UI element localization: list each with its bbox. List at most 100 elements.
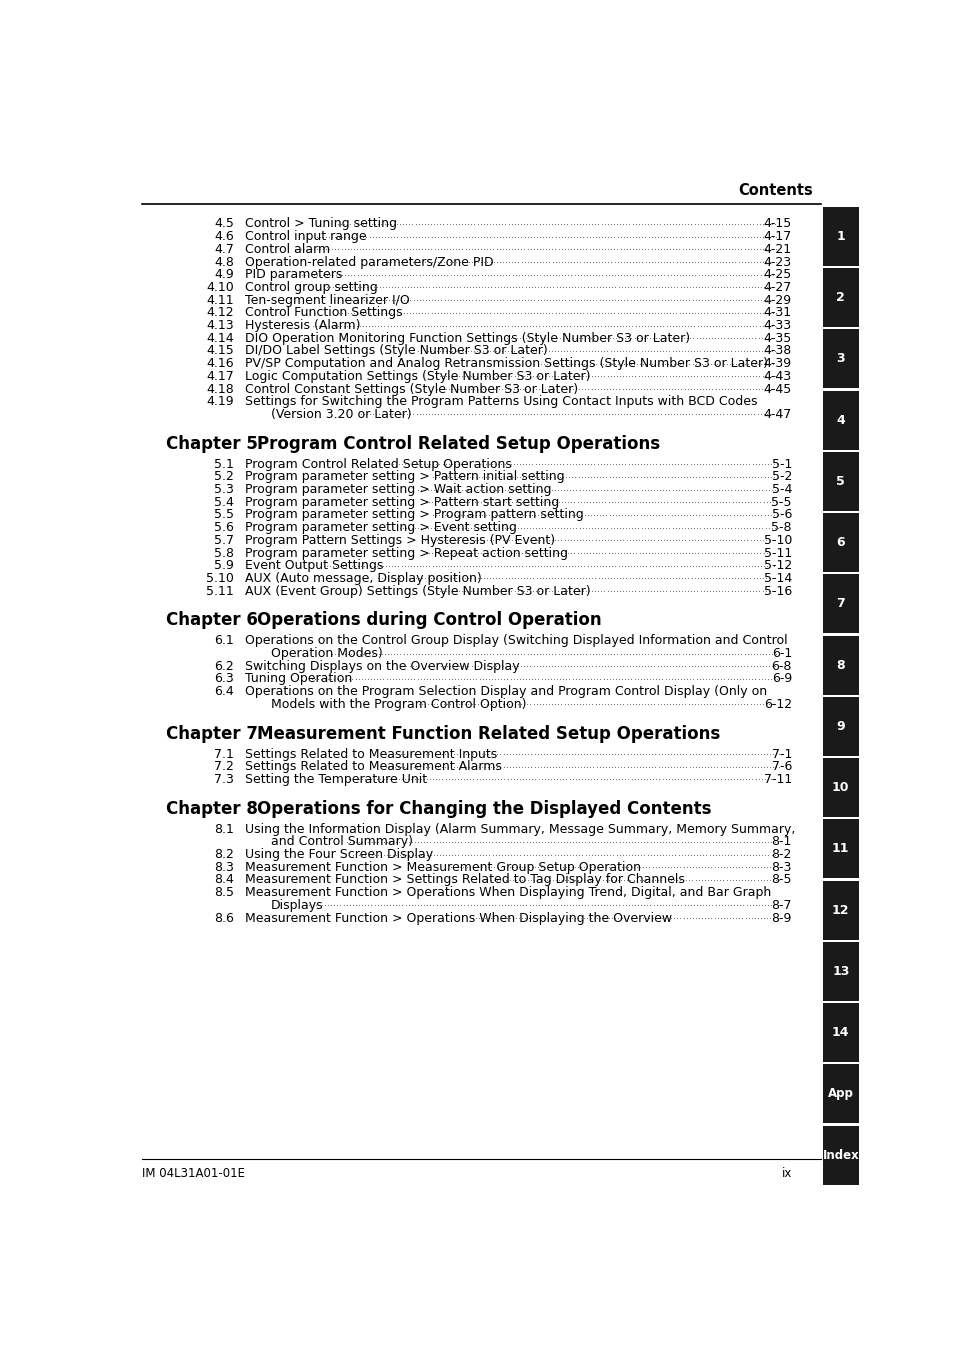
- Text: Program parameter setting > Event setting: Program parameter setting > Event settin…: [245, 521, 517, 534]
- Text: 1: 1: [836, 230, 844, 243]
- Text: 6.1: 6.1: [214, 635, 233, 647]
- Text: Displays: Displays: [271, 898, 323, 912]
- Text: App: App: [827, 1088, 853, 1101]
- Text: 5-12: 5-12: [763, 559, 791, 573]
- Text: Switching Displays on the Overview Display: Switching Displays on the Overview Displ…: [245, 659, 518, 673]
- Text: 5: 5: [836, 474, 844, 488]
- Bar: [822, 881, 858, 940]
- Text: 8.5: 8.5: [213, 886, 233, 900]
- Text: 5-6: 5-6: [771, 508, 791, 521]
- Text: Control Function Settings: Control Function Settings: [245, 307, 402, 319]
- Text: 7.1: 7.1: [213, 747, 233, 761]
- Text: 4.6: 4.6: [214, 230, 233, 243]
- Text: ix: ix: [781, 1167, 791, 1179]
- Text: Setting the Temperature Unit: Setting the Temperature Unit: [245, 773, 427, 786]
- Text: 4: 4: [836, 413, 844, 427]
- Text: 4-21: 4-21: [763, 243, 791, 255]
- Text: Logic Computation Settings (Style Number S3 or Later): Logic Computation Settings (Style Number…: [245, 370, 590, 382]
- Text: 8.3: 8.3: [213, 861, 233, 874]
- Text: Program parameter setting > Repeat action setting: Program parameter setting > Repeat actio…: [245, 547, 567, 559]
- Text: 5-4: 5-4: [771, 484, 791, 496]
- Text: Program parameter setting > Pattern start setting: Program parameter setting > Pattern star…: [245, 496, 558, 509]
- Text: 7-6: 7-6: [771, 761, 791, 773]
- Text: 5-11: 5-11: [763, 547, 791, 559]
- Text: Operation Modes): Operation Modes): [271, 647, 382, 661]
- Text: Contents: Contents: [738, 184, 812, 199]
- Text: 8-2: 8-2: [771, 848, 791, 861]
- Text: Operations on the Control Group Display (Switching Displayed Information and Con: Operations on the Control Group Display …: [245, 635, 786, 647]
- Text: 7: 7: [836, 597, 844, 611]
- Text: 4-47: 4-47: [763, 408, 791, 422]
- Text: Event Output Settings: Event Output Settings: [245, 559, 383, 573]
- Text: 6.2: 6.2: [214, 659, 233, 673]
- Text: 6-1: 6-1: [771, 647, 791, 661]
- Text: Program parameter setting > Pattern initial setting: Program parameter setting > Pattern init…: [245, 470, 564, 484]
- Text: 5.3: 5.3: [213, 484, 233, 496]
- Text: 2: 2: [836, 290, 844, 304]
- Text: Control input range: Control input range: [245, 230, 366, 243]
- Text: Using the Four Screen Display: Using the Four Screen Display: [245, 848, 433, 861]
- Text: Operations on the Program Selection Display and Program Control Display (Only on: Operations on the Program Selection Disp…: [245, 685, 766, 698]
- Text: 8: 8: [836, 658, 844, 671]
- Text: Index: Index: [821, 1148, 859, 1162]
- Text: Operation-related parameters/Zone PID: Operation-related parameters/Zone PID: [245, 255, 493, 269]
- Text: 5-5: 5-5: [771, 496, 791, 509]
- Text: Hysteresis (Alarm): Hysteresis (Alarm): [245, 319, 360, 332]
- Text: 4-23: 4-23: [763, 255, 791, 269]
- Bar: [822, 1125, 858, 1185]
- Text: 6.3: 6.3: [214, 673, 233, 685]
- Bar: [822, 697, 858, 755]
- Text: 5-14: 5-14: [763, 571, 791, 585]
- Bar: [822, 267, 858, 327]
- Text: 7.2: 7.2: [213, 761, 233, 773]
- Text: 8.1: 8.1: [213, 823, 233, 836]
- Bar: [822, 820, 858, 878]
- Text: 9: 9: [836, 720, 844, 732]
- Text: Operations during Control Operation: Operations during Control Operation: [257, 612, 601, 630]
- Text: 8.2: 8.2: [213, 848, 233, 861]
- Text: 4.19: 4.19: [206, 396, 233, 408]
- Text: DI/DO Label Settings (Style Number S3 or Later): DI/DO Label Settings (Style Number S3 or…: [245, 345, 547, 358]
- Text: 4-33: 4-33: [763, 319, 791, 332]
- Bar: [822, 758, 858, 817]
- Text: 5.1: 5.1: [213, 458, 233, 470]
- Text: 12: 12: [831, 904, 848, 916]
- Text: 4.16: 4.16: [206, 357, 233, 370]
- Text: Program Control Related Setup Operations: Program Control Related Setup Operations: [257, 435, 659, 453]
- Text: 4.5: 4.5: [213, 218, 233, 231]
- Text: IM 04L31A01-01E: IM 04L31A01-01E: [142, 1167, 245, 1179]
- Text: 11: 11: [831, 843, 848, 855]
- Text: 13: 13: [831, 965, 848, 978]
- Text: AUX (Event Group) Settings (Style Number S3 or Later): AUX (Event Group) Settings (Style Number…: [245, 585, 590, 597]
- Text: Measurement Function Related Setup Operations: Measurement Function Related Setup Opera…: [257, 724, 720, 743]
- Text: 14: 14: [831, 1027, 848, 1039]
- Text: 4-27: 4-27: [763, 281, 791, 295]
- Text: 6-8: 6-8: [771, 659, 791, 673]
- Text: 4-25: 4-25: [763, 269, 791, 281]
- Bar: [822, 574, 858, 634]
- Text: Settings Related to Measurement Inputs: Settings Related to Measurement Inputs: [245, 747, 497, 761]
- Bar: [822, 390, 858, 450]
- Text: Models with the Program Control Option): Models with the Program Control Option): [271, 698, 526, 711]
- Text: Control alarm: Control alarm: [245, 243, 330, 255]
- Text: PV/SP Computation and Analog Retransmission Settings (Style Number S3 or Later): PV/SP Computation and Analog Retransmiss…: [245, 357, 767, 370]
- Text: AUX (Auto message, Display position): AUX (Auto message, Display position): [245, 571, 481, 585]
- Text: 5.9: 5.9: [213, 559, 233, 573]
- Text: 4.18: 4.18: [206, 382, 233, 396]
- Text: 8-7: 8-7: [771, 898, 791, 912]
- Text: Control Constant Settings (Style Number S3 or Later): Control Constant Settings (Style Number …: [245, 382, 578, 396]
- Text: Chapter 6: Chapter 6: [166, 612, 257, 630]
- Text: Program Pattern Settings > Hysteresis (PV Event): Program Pattern Settings > Hysteresis (P…: [245, 534, 555, 547]
- Text: 4.11: 4.11: [206, 293, 233, 307]
- Text: 6.4: 6.4: [214, 685, 233, 698]
- Text: 5-8: 5-8: [771, 521, 791, 534]
- Text: 8-5: 8-5: [771, 874, 791, 886]
- Text: 4-15: 4-15: [763, 218, 791, 231]
- Text: Ten-segment linearizer I/O: Ten-segment linearizer I/O: [245, 293, 409, 307]
- Text: 8-1: 8-1: [771, 835, 791, 848]
- Text: 4-38: 4-38: [763, 345, 791, 358]
- Text: 5-10: 5-10: [762, 534, 791, 547]
- Text: Settings Related to Measurement Alarms: Settings Related to Measurement Alarms: [245, 761, 501, 773]
- Text: 4-39: 4-39: [763, 357, 791, 370]
- Text: 4-17: 4-17: [763, 230, 791, 243]
